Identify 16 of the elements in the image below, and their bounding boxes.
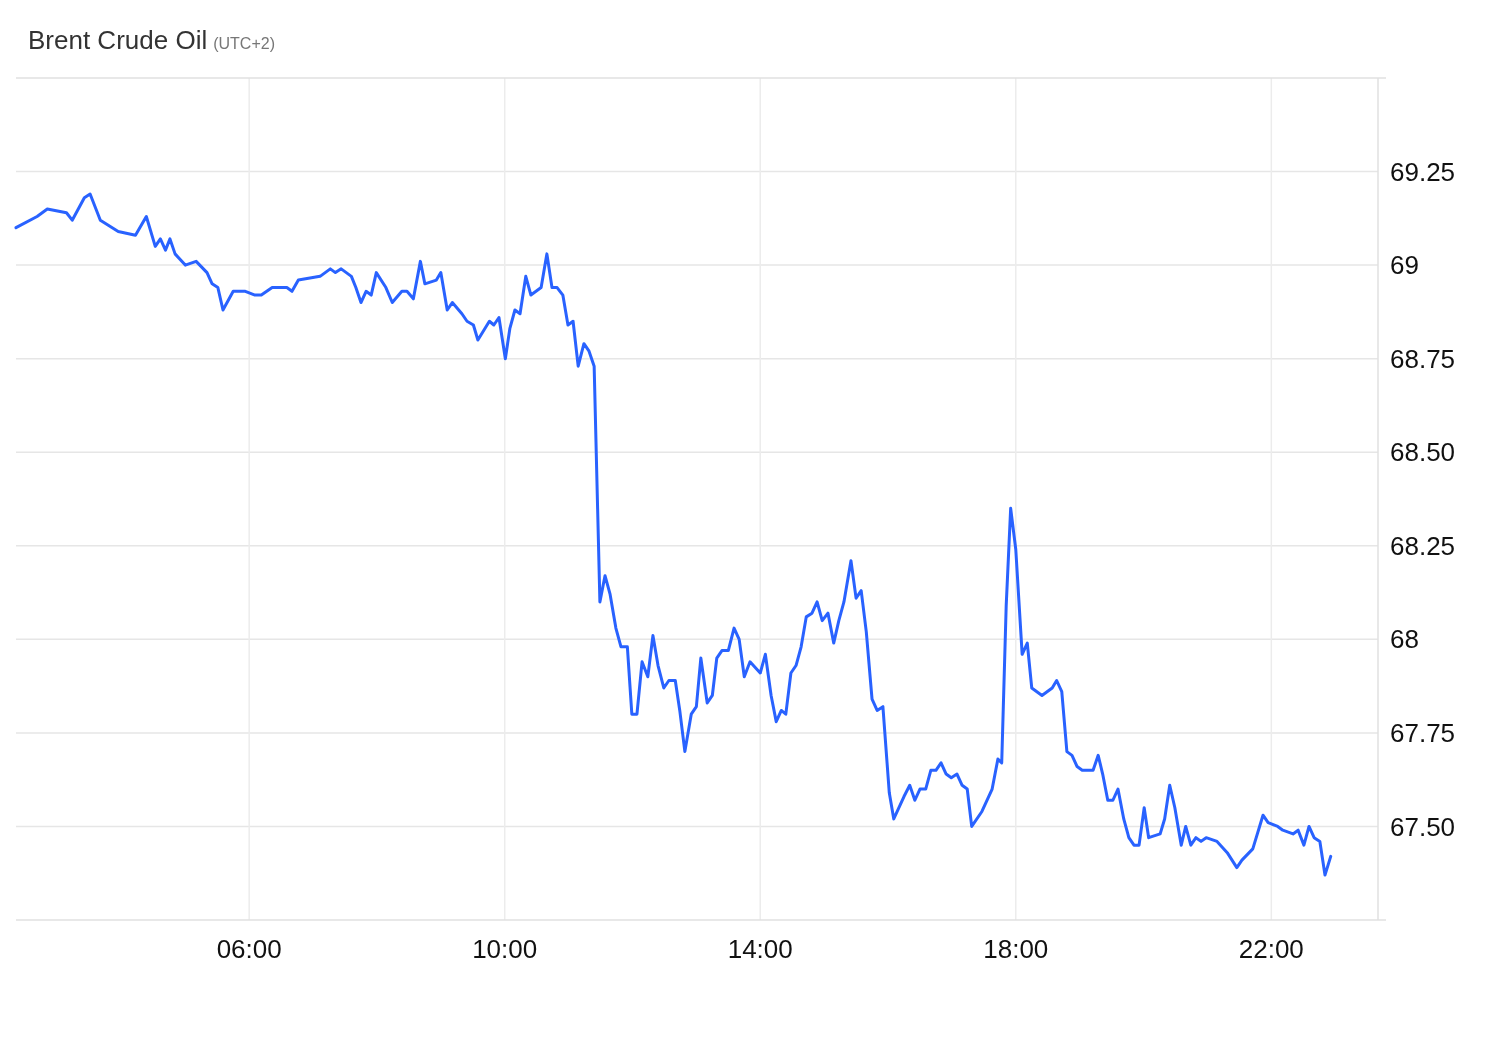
chart-subtitle: (UTC+2)	[213, 35, 275, 52]
x-tick-label: 10:00	[472, 934, 538, 964]
y-tick-label: 69.25	[1390, 156, 1456, 187]
y-tick-label: 67.50	[1390, 811, 1456, 842]
x-tick-label: 14:00	[727, 934, 793, 964]
x-tick-label: 06:00	[216, 934, 282, 964]
y-tick-label: 68	[1390, 624, 1419, 655]
y-tick-label: 68.25	[1390, 530, 1456, 561]
chart-title: Brent Crude Oil	[28, 25, 208, 55]
y-tick-label: 67.75	[1390, 717, 1456, 748]
x-tick-label: 22:00	[1238, 934, 1304, 964]
line-series	[14, 192, 1333, 877]
y-tick-label: 68.75	[1390, 343, 1456, 374]
x-tick-label: 18:00	[983, 934, 1049, 964]
y-tick-label: 69	[1390, 250, 1419, 281]
y-tick-label: 68.50	[1390, 437, 1456, 468]
